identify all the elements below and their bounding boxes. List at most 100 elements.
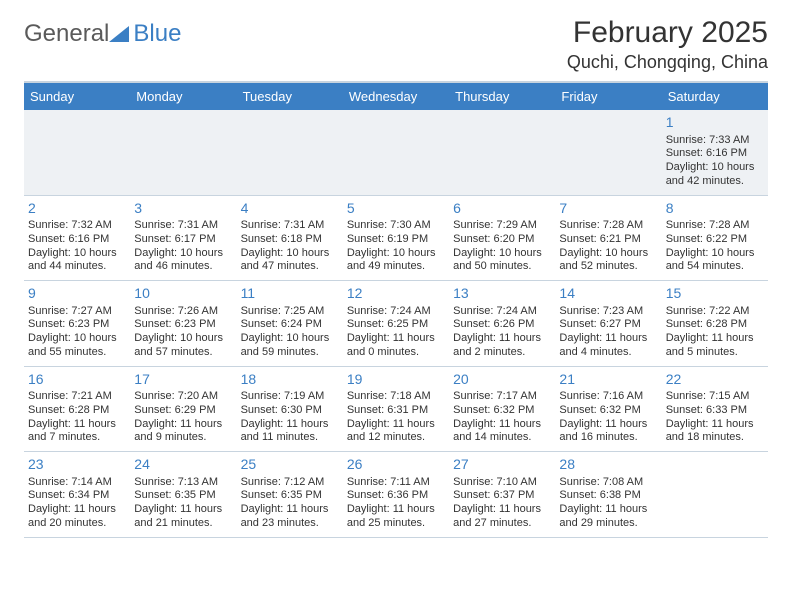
day-cell: 5Sunrise: 7:30 AMSunset: 6:19 PMDaylight… [343,196,449,281]
sunrise: Sunrise: 7:21 AM [28,390,126,404]
logo-text-2: Blue [133,20,181,48]
title-block: February 2025 Quchi, Chongqing, China [567,16,768,73]
daylight: Daylight: 11 hours and 7 minutes. [28,418,126,446]
sunset: Sunset: 6:30 PM [241,404,339,418]
sunrise: Sunrise: 7:12 AM [241,476,339,490]
day-cell: 23Sunrise: 7:14 AMSunset: 6:34 PMDayligh… [24,452,130,537]
sunset: Sunset: 6:20 PM [453,233,551,247]
day-number: 11 [241,285,339,303]
daylight: Daylight: 10 hours and 49 minutes. [347,247,445,275]
week-row: 16Sunrise: 7:21 AMSunset: 6:28 PMDayligh… [24,367,768,453]
sunrise: Sunrise: 7:10 AM [453,476,551,490]
daylight: Daylight: 11 hours and 23 minutes. [241,503,339,531]
day-cell: 22Sunrise: 7:15 AMSunset: 6:33 PMDayligh… [662,367,768,452]
day-cell [130,110,236,195]
day-cell: 15Sunrise: 7:22 AMSunset: 6:28 PMDayligh… [662,281,768,366]
daylight: Daylight: 11 hours and 18 minutes. [666,418,764,446]
daylight: Daylight: 11 hours and 12 minutes. [347,418,445,446]
sunset: Sunset: 6:36 PM [347,489,445,503]
day-cell: 21Sunrise: 7:16 AMSunset: 6:32 PMDayligh… [555,367,661,452]
daylight: Daylight: 11 hours and 14 minutes. [453,418,551,446]
sunrise: Sunrise: 7:31 AM [241,219,339,233]
sunrise: Sunrise: 7:08 AM [559,476,657,490]
daylight: Daylight: 10 hours and 52 minutes. [559,247,657,275]
dow-fri: Friday [555,83,661,110]
sunset: Sunset: 6:26 PM [453,318,551,332]
day-number: 23 [28,456,126,474]
day-cell: 13Sunrise: 7:24 AMSunset: 6:26 PMDayligh… [449,281,555,366]
day-cell: 10Sunrise: 7:26 AMSunset: 6:23 PMDayligh… [130,281,236,366]
day-number: 19 [347,371,445,389]
day-number: 5 [347,200,445,218]
daylight: Daylight: 10 hours and 54 minutes. [666,247,764,275]
day-number: 24 [134,456,232,474]
sunrise: Sunrise: 7:14 AM [28,476,126,490]
sunrise: Sunrise: 7:27 AM [28,305,126,319]
dow-sat: Saturday [662,83,768,110]
day-cell: 20Sunrise: 7:17 AMSunset: 6:32 PMDayligh… [449,367,555,452]
daylight: Daylight: 11 hours and 0 minutes. [347,332,445,360]
day-cell: 27Sunrise: 7:10 AMSunset: 6:37 PMDayligh… [449,452,555,537]
day-cell: 9Sunrise: 7:27 AMSunset: 6:23 PMDaylight… [24,281,130,366]
day-number: 28 [559,456,657,474]
sunset: Sunset: 6:35 PM [134,489,232,503]
daylight: Daylight: 10 hours and 55 minutes. [28,332,126,360]
daylight: Daylight: 10 hours and 42 minutes. [666,161,764,189]
sunrise: Sunrise: 7:23 AM [559,305,657,319]
sunset: Sunset: 6:24 PM [241,318,339,332]
sunset: Sunset: 6:32 PM [559,404,657,418]
sunset: Sunset: 6:35 PM [241,489,339,503]
day-cell: 12Sunrise: 7:24 AMSunset: 6:25 PMDayligh… [343,281,449,366]
day-cell: 24Sunrise: 7:13 AMSunset: 6:35 PMDayligh… [130,452,236,537]
day-number: 21 [559,371,657,389]
day-number: 25 [241,456,339,474]
day-number: 22 [666,371,764,389]
sunset: Sunset: 6:16 PM [666,147,764,161]
daylight: Daylight: 11 hours and 2 minutes. [453,332,551,360]
day-cell: 14Sunrise: 7:23 AMSunset: 6:27 PMDayligh… [555,281,661,366]
day-number: 14 [559,285,657,303]
sunset: Sunset: 6:22 PM [666,233,764,247]
day-number: 10 [134,285,232,303]
sunrise: Sunrise: 7:33 AM [666,134,764,148]
day-cell: 7Sunrise: 7:28 AMSunset: 6:21 PMDaylight… [555,196,661,281]
day-cell: 26Sunrise: 7:11 AMSunset: 6:36 PMDayligh… [343,452,449,537]
day-number: 8 [666,200,764,218]
sunrise: Sunrise: 7:11 AM [347,476,445,490]
sunrise: Sunrise: 7:26 AM [134,305,232,319]
sunrise: Sunrise: 7:31 AM [134,219,232,233]
week-row: 1Sunrise: 7:33 AMSunset: 6:16 PMDaylight… [24,110,768,196]
logo: General Blue [24,20,181,48]
day-number: 16 [28,371,126,389]
sunset: Sunset: 6:37 PM [453,489,551,503]
sunrise: Sunrise: 7:28 AM [666,219,764,233]
sunrise: Sunrise: 7:17 AM [453,390,551,404]
day-cell: 4Sunrise: 7:31 AMSunset: 6:18 PMDaylight… [237,196,343,281]
daylight: Daylight: 11 hours and 9 minutes. [134,418,232,446]
sunset: Sunset: 6:21 PM [559,233,657,247]
daylight: Daylight: 11 hours and 29 minutes. [559,503,657,531]
sunrise: Sunrise: 7:13 AM [134,476,232,490]
day-number: 13 [453,285,551,303]
day-cell [343,110,449,195]
sunrise: Sunrise: 7:29 AM [453,219,551,233]
day-cell: 2Sunrise: 7:32 AMSunset: 6:16 PMDaylight… [24,196,130,281]
sunset: Sunset: 6:29 PM [134,404,232,418]
daylight: Daylight: 11 hours and 27 minutes. [453,503,551,531]
day-cell [662,452,768,537]
daylight: Daylight: 11 hours and 4 minutes. [559,332,657,360]
sunset: Sunset: 6:18 PM [241,233,339,247]
dow-mon: Monday [130,83,236,110]
week-row: 9Sunrise: 7:27 AMSunset: 6:23 PMDaylight… [24,281,768,367]
dow-tue: Tuesday [237,83,343,110]
sunset: Sunset: 6:32 PM [453,404,551,418]
day-number: 15 [666,285,764,303]
sunset: Sunset: 6:16 PM [28,233,126,247]
day-number: 20 [453,371,551,389]
dow-wed: Wednesday [343,83,449,110]
week-row: 23Sunrise: 7:14 AMSunset: 6:34 PMDayligh… [24,452,768,538]
day-cell: 17Sunrise: 7:20 AMSunset: 6:29 PMDayligh… [130,367,236,452]
sunrise: Sunrise: 7:25 AM [241,305,339,319]
day-cell: 18Sunrise: 7:19 AMSunset: 6:30 PMDayligh… [237,367,343,452]
dow-sun: Sunday [24,83,130,110]
